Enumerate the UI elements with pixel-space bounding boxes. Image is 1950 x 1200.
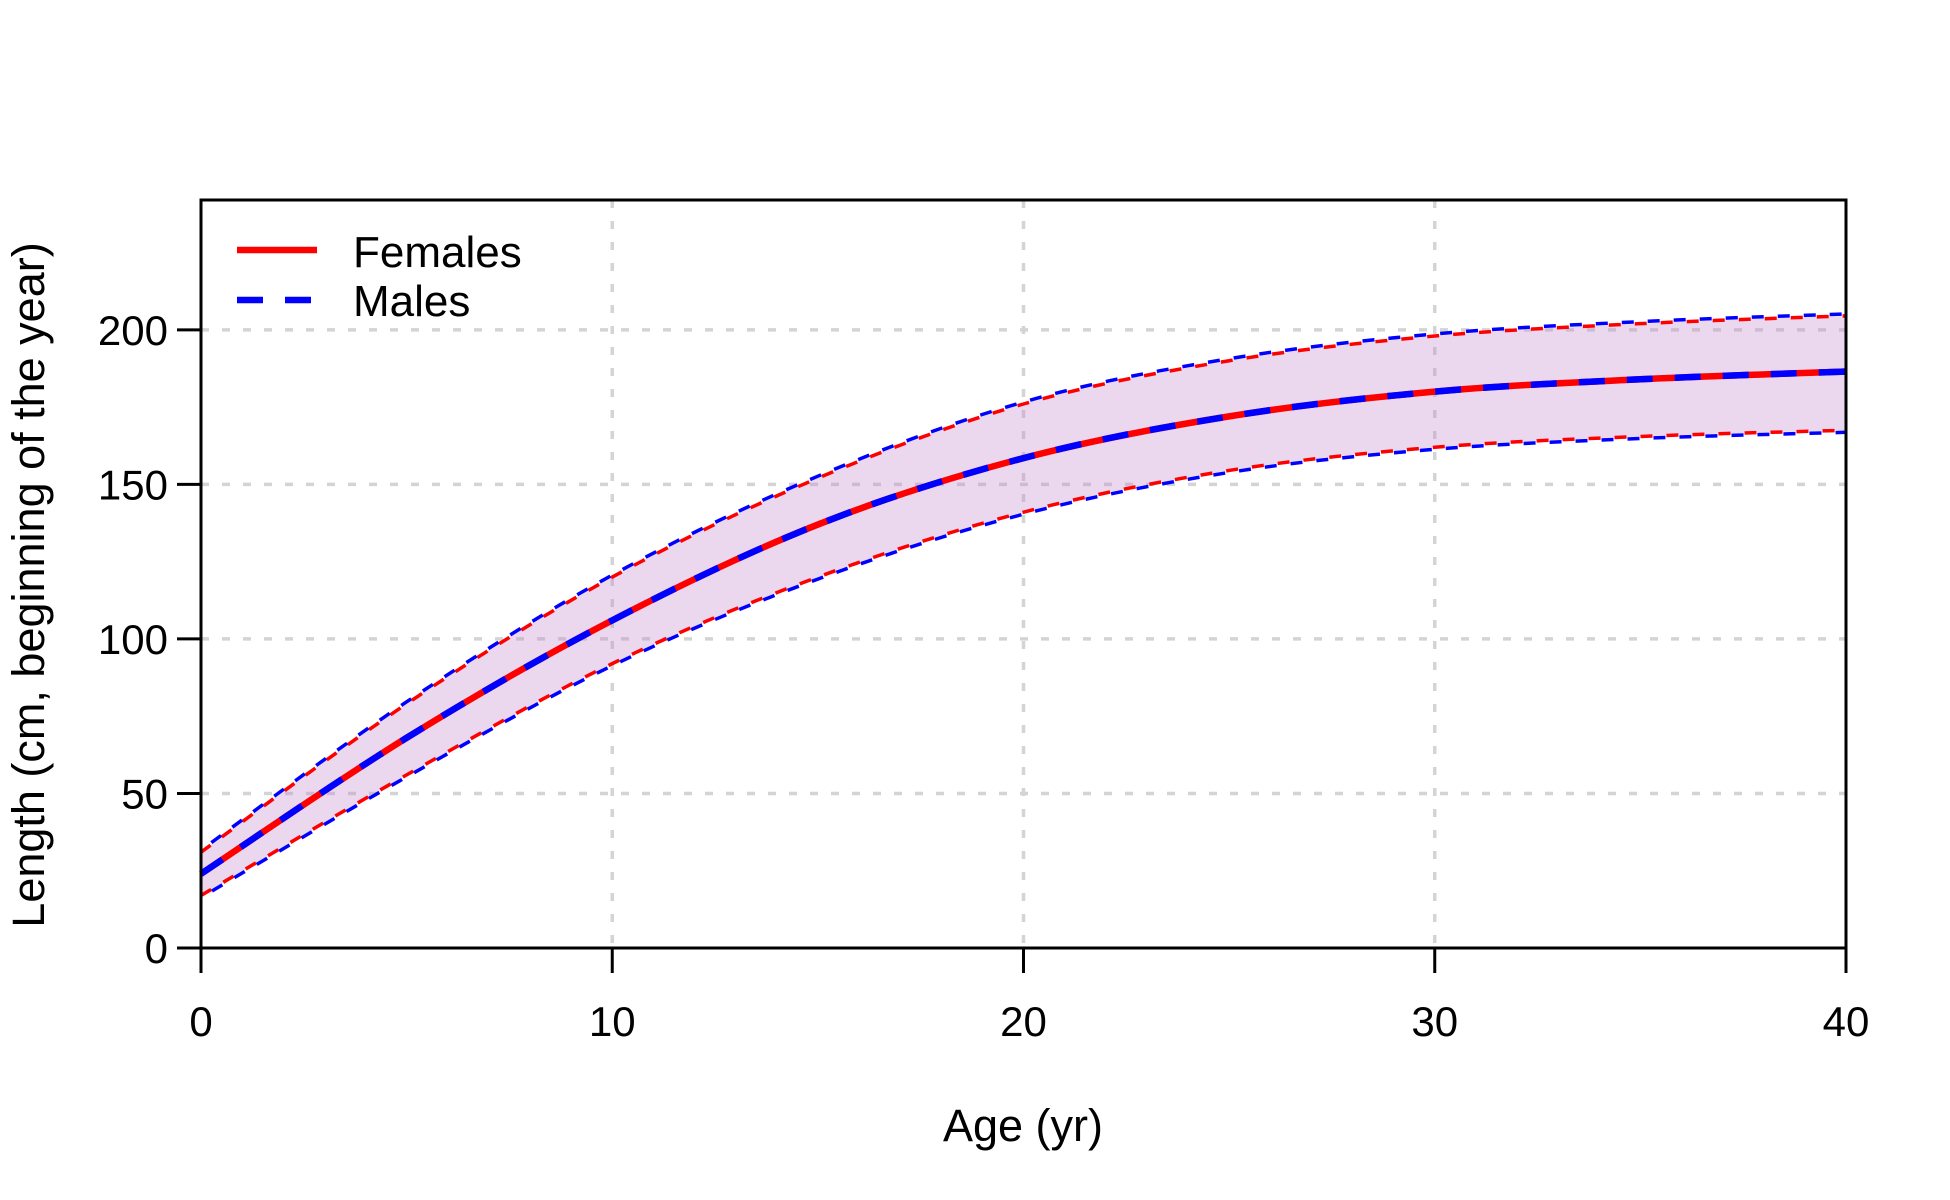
x-tick-label: 10	[589, 998, 636, 1045]
legend-label-males: Males	[353, 277, 470, 326]
axis-ticks	[177, 328, 1848, 973]
y-tick-label: 100	[98, 616, 168, 663]
legend-label-females: Females	[353, 228, 522, 277]
upper-ci-line-males	[199, 312, 1847, 852]
x-axis-title: Age (yr)	[943, 1100, 1103, 1151]
growth-curves	[199, 368, 1847, 877]
x-tick-label: 40	[1823, 998, 1870, 1045]
x-tick-label: 20	[1000, 998, 1047, 1045]
y-tick-label: 0	[145, 925, 168, 972]
x-tick-label: 30	[1411, 998, 1458, 1045]
y-tick-label: 200	[98, 307, 168, 354]
confidence-band	[199, 312, 1847, 899]
y-tick-label: 150	[98, 461, 168, 508]
gridlines	[201, 200, 1846, 948]
y-tick-label: 50	[121, 770, 168, 817]
upper-ci-line-females	[199, 314, 1847, 854]
x-tick-label: 0	[189, 998, 212, 1045]
lower-ci-line-females	[200, 428, 1847, 897]
males-curve	[199, 368, 1847, 877]
legend: Females Males	[237, 228, 522, 326]
confidence-band-fill	[201, 315, 1846, 896]
y-axis-title: Length (cm, beginning of the year)	[3, 242, 54, 927]
tick-labels: 0 10 20 30 40 0 50 100 150 200	[98, 307, 1869, 1045]
